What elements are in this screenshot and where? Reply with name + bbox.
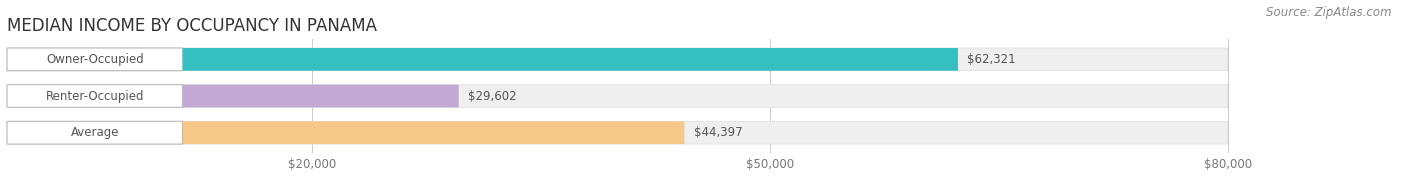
Text: Average: Average — [70, 126, 120, 139]
FancyBboxPatch shape — [7, 121, 183, 144]
FancyBboxPatch shape — [7, 121, 1227, 144]
FancyBboxPatch shape — [7, 85, 1227, 107]
FancyBboxPatch shape — [7, 121, 685, 144]
FancyBboxPatch shape — [7, 48, 183, 71]
Text: $44,397: $44,397 — [693, 126, 742, 139]
FancyBboxPatch shape — [7, 48, 1227, 71]
Text: MEDIAN INCOME BY OCCUPANCY IN PANAMA: MEDIAN INCOME BY OCCUPANCY IN PANAMA — [7, 17, 377, 35]
Text: Owner-Occupied: Owner-Occupied — [46, 53, 143, 66]
FancyBboxPatch shape — [7, 48, 957, 71]
Text: $62,321: $62,321 — [967, 53, 1015, 66]
Text: Source: ZipAtlas.com: Source: ZipAtlas.com — [1267, 6, 1392, 19]
FancyBboxPatch shape — [7, 85, 183, 107]
Text: Renter-Occupied: Renter-Occupied — [45, 90, 143, 103]
FancyBboxPatch shape — [7, 85, 458, 107]
Text: $29,602: $29,602 — [468, 90, 516, 103]
